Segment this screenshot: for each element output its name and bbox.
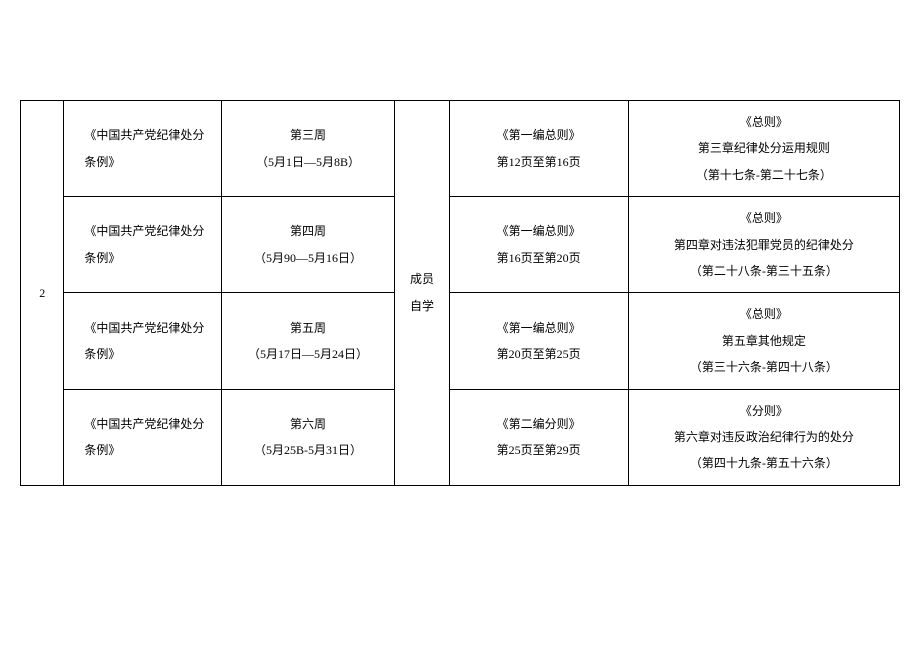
week-label: 第五周: [226, 315, 391, 341]
week-label: 第六周: [226, 411, 391, 437]
content-cell: 《分则》 第六章对违反政治纪律行为的处分 （第四十九条-第五十六条）: [628, 389, 899, 485]
content-articles: （第十七条-第二十七条）: [633, 162, 895, 188]
table-row: 《中国共产党纪律处分条例》 第六周 （5月25B-5月31日） 《第二编分则》 …: [21, 389, 900, 485]
content-cell: 《总则》 第五章其他规定 （第三十六条-第四十八条）: [628, 293, 899, 389]
week-cell: 第五周 （5月17日—5月24日）: [221, 293, 395, 389]
section-pages: 第20页至第25页: [454, 341, 624, 367]
week-range: （5月90—5月16日）: [226, 245, 391, 271]
week-range: （5月25B-5月31日）: [226, 437, 391, 463]
method-line2: 自学: [399, 293, 444, 319]
section-title: 《第二编分则》: [454, 411, 624, 437]
section-cell: 《第一编总则》 第12页至第16页: [449, 101, 628, 197]
section-pages: 第16页至第20页: [454, 245, 624, 271]
section-cell: 《第二编分则》 第25页至第29页: [449, 389, 628, 485]
section-title: 《第一编总则》: [454, 315, 624, 341]
section-title: 《第一编总则》: [454, 122, 624, 148]
sequence-cell: 2: [21, 101, 64, 486]
week-range: （5月1日—5月8B）: [226, 149, 391, 175]
content-title: 《总则》: [633, 301, 895, 327]
book-cell: 《中国共产党纪律处分条例》: [64, 389, 221, 485]
section-title: 《第一编总则》: [454, 218, 624, 244]
study-schedule-table: 2 《中国共产党纪律处分条例》 第三周 （5月1日—5月8B） 成员 自学 《第…: [20, 100, 900, 486]
week-cell: 第六周 （5月25B-5月31日）: [221, 389, 395, 485]
content-cell: 《总则》 第三章纪律处分运用规则 （第十七条-第二十七条）: [628, 101, 899, 197]
table-row: 2 《中国共产党纪律处分条例》 第三周 （5月1日—5月8B） 成员 自学 《第…: [21, 101, 900, 197]
content-title: 《分则》: [633, 398, 895, 424]
content-articles: （第四十九条-第五十六条）: [633, 450, 895, 476]
week-label: 第四周: [226, 218, 391, 244]
week-cell: 第四周 （5月90—5月16日）: [221, 197, 395, 293]
method-cell: 成员 自学: [395, 101, 449, 486]
book-cell: 《中国共产党纪律处分条例》: [64, 101, 221, 197]
book-cell: 《中国共产党纪律处分条例》: [64, 197, 221, 293]
week-cell: 第三周 （5月1日—5月8B）: [221, 101, 395, 197]
method-line1: 成员: [399, 266, 444, 292]
book-cell: 《中国共产党纪律处分条例》: [64, 293, 221, 389]
table-row: 《中国共产党纪律处分条例》 第四周 （5月90—5月16日） 《第一编总则》 第…: [21, 197, 900, 293]
content-chapter: 第六章对违反政治纪律行为的处分: [633, 424, 895, 450]
section-cell: 《第一编总则》 第16页至第20页: [449, 197, 628, 293]
content-articles: （第二十八条-第三十五条）: [633, 258, 895, 284]
content-chapter: 第三章纪律处分运用规则: [633, 135, 895, 161]
section-pages: 第12页至第16页: [454, 149, 624, 175]
content-title: 《总则》: [633, 109, 895, 135]
section-pages: 第25页至第29页: [454, 437, 624, 463]
week-range: （5月17日—5月24日）: [226, 341, 391, 367]
content-cell: 《总则》 第四章对违法犯罪党员的纪律处分 （第二十八条-第三十五条）: [628, 197, 899, 293]
content-articles: （第三十六条-第四十八条）: [633, 354, 895, 380]
week-label: 第三周: [226, 122, 391, 148]
section-cell: 《第一编总则》 第20页至第25页: [449, 293, 628, 389]
content-chapter: 第四章对违法犯罪党员的纪律处分: [633, 232, 895, 258]
table-row: 《中国共产党纪律处分条例》 第五周 （5月17日—5月24日） 《第一编总则》 …: [21, 293, 900, 389]
content-chapter: 第五章其他规定: [633, 328, 895, 354]
content-title: 《总则》: [633, 205, 895, 231]
